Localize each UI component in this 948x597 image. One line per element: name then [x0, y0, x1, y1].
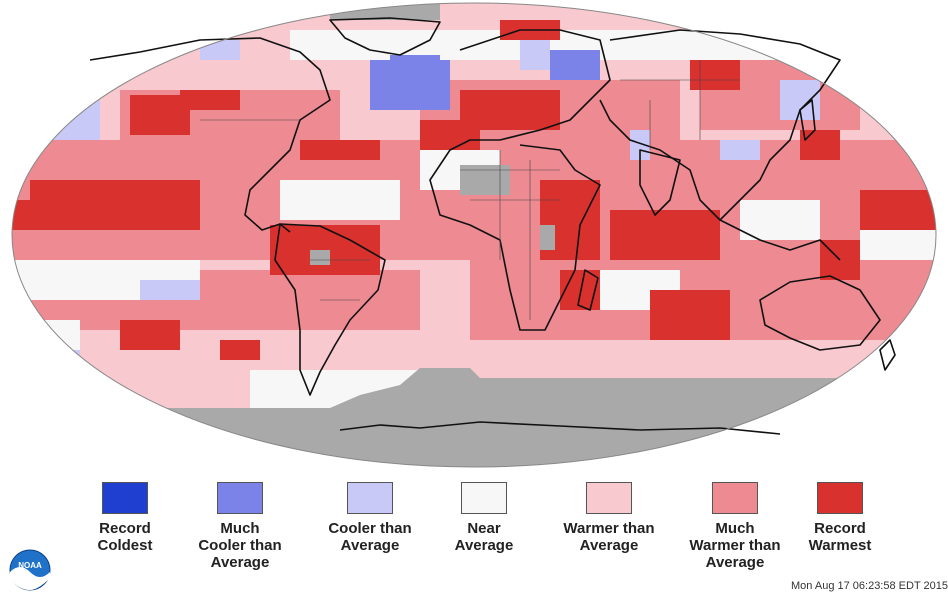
legend-label: Much Warmer than Average [689, 520, 781, 571]
legend-item-much-cooler: Much Cooler than Average [180, 482, 300, 571]
noaa-logo-text: NOAA [18, 561, 42, 570]
legend-swatch [461, 482, 507, 514]
new-zealand-outline [879, 339, 896, 371]
legend-swatch [712, 482, 758, 514]
timestamp: Mon Aug 17 06:23:58 EDT 2015 [791, 580, 948, 592]
temperature-anomaly-map [11, 2, 937, 468]
globe-border [11, 2, 937, 468]
madagascar-outline [577, 269, 599, 311]
legend-label: Record Warmest [808, 520, 872, 554]
country-borders [200, 60, 740, 320]
india-outline [639, 149, 681, 216]
antarctica-outline [339, 421, 781, 435]
legend-label: Record Coldest [97, 520, 153, 554]
legend-label: Near Average [454, 520, 514, 554]
greenland-outline [329, 17, 441, 56]
southeast-asia-outline [719, 219, 841, 261]
legend-swatch [347, 482, 393, 514]
legend-item-cooler: Cooler than Average [310, 482, 430, 554]
legend-swatch [217, 482, 263, 514]
legend-label: Much Cooler than Average [198, 520, 282, 571]
legend-swatch [817, 482, 863, 514]
south-america-outline [274, 223, 386, 396]
australia-outline [759, 275, 881, 351]
legend-item-much-warmer: Much Warmer than Average [675, 482, 795, 571]
legend-item-warmer: Warmer than Average [549, 482, 669, 554]
asia-outline [599, 29, 841, 221]
coastlines [89, 17, 896, 435]
legend-item-record-coldest: Record Coldest [65, 482, 185, 554]
legend-label: Cooler than Average [328, 520, 412, 554]
map-canvas [11, 2, 937, 468]
legend-swatch [586, 482, 632, 514]
legend-swatch [102, 482, 148, 514]
legend-item-record-warmest: Record Warmest [780, 482, 900, 554]
anomaly-grid [12, 3, 936, 467]
japan-outline [799, 99, 816, 141]
legend-label: Warmer than Average [563, 520, 655, 554]
europe-africa-outline [429, 29, 611, 331]
legend-item-near: Near Average [424, 482, 544, 554]
noaa-logo: NOAA [8, 548, 52, 592]
